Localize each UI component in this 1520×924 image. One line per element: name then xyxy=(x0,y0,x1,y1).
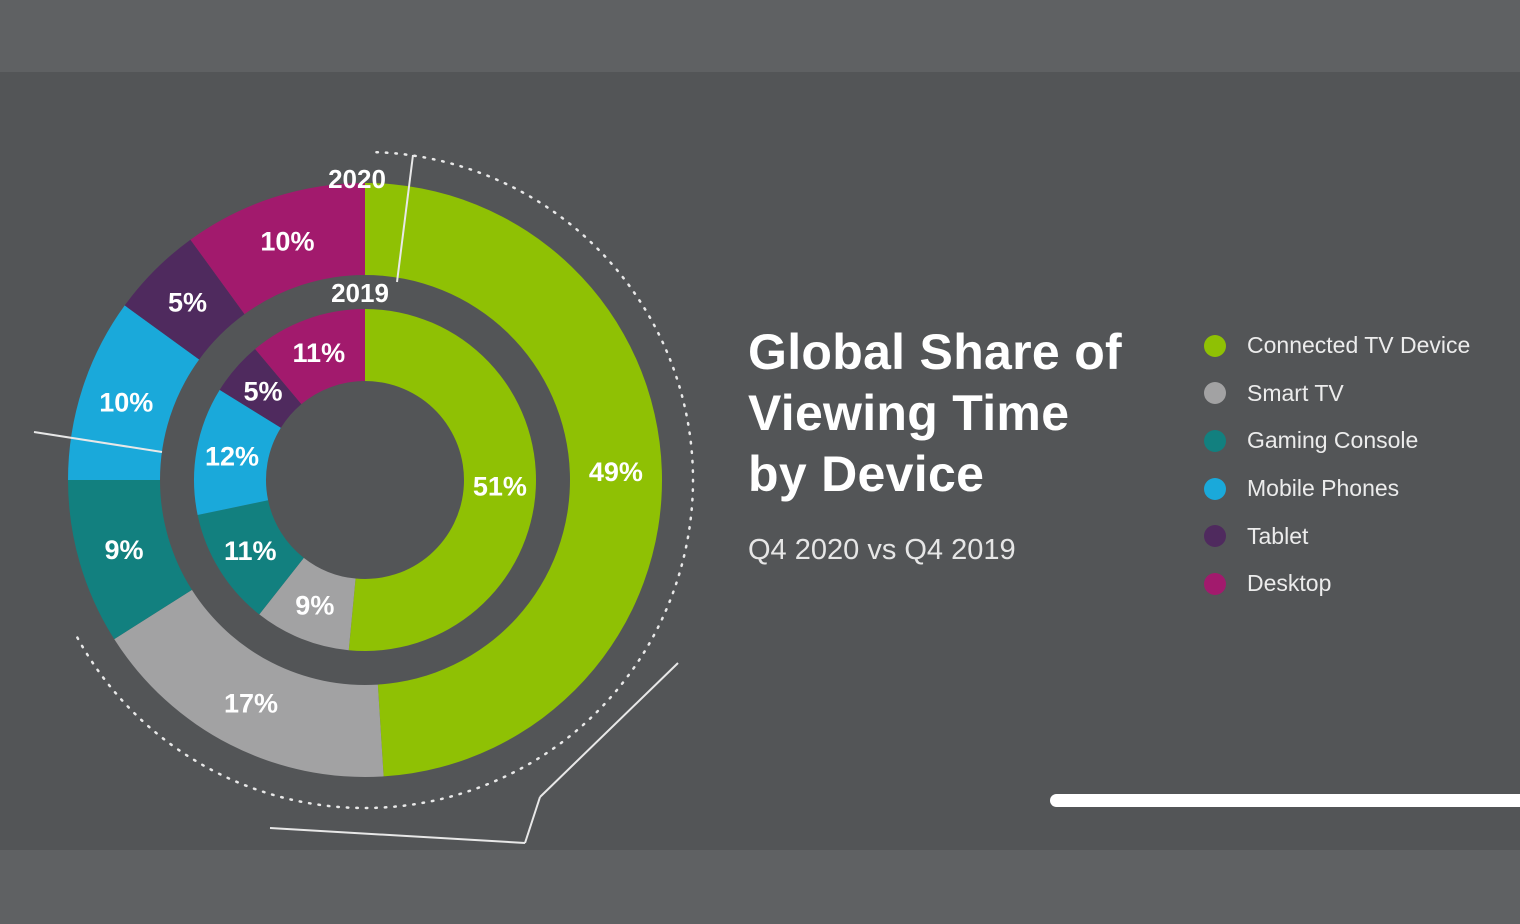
legend-item: Tablet xyxy=(1204,512,1470,560)
inner-segment-gaming-console xyxy=(197,500,304,615)
chart-title-line: Viewing Time xyxy=(748,385,1070,441)
outer-value-label: 10% xyxy=(260,226,314,256)
legend-swatch-icon xyxy=(1204,525,1226,548)
legend-item: Gaming Console xyxy=(1204,417,1470,465)
legend-label: Gaming Console xyxy=(1247,427,1419,454)
outer-value-label: 9% xyxy=(104,535,143,565)
outer-ring-2020 xyxy=(68,183,662,777)
outer-segment-gaming-console xyxy=(68,480,192,640)
decorative-line xyxy=(33,431,163,453)
legend: Connected TV Device Smart TV Gaming Cons… xyxy=(1204,322,1470,608)
inner-value-label: 5% xyxy=(243,377,282,407)
outer-value-label: 49% xyxy=(589,457,643,487)
legend-label: Connected TV Device xyxy=(1247,332,1471,359)
legend-swatch-icon xyxy=(1204,429,1226,452)
inner-segment-connected-tv-device xyxy=(348,309,536,651)
outer-segment-smart-tv xyxy=(114,589,384,777)
legend-label: Tablet xyxy=(1247,522,1309,549)
legend-item: Desktop xyxy=(1204,560,1470,608)
inner-segment-smart-tv xyxy=(259,557,356,651)
legend-swatch-icon xyxy=(1204,382,1226,405)
legend-item: Connected TV Device xyxy=(1204,322,1470,370)
decorative-outline xyxy=(33,150,695,844)
top-band xyxy=(0,0,1520,72)
legend-item: Smart TV xyxy=(1204,370,1470,418)
outer-ring-year-label: 2020 xyxy=(328,164,386,194)
inner-ring-2019 xyxy=(194,309,536,651)
outer-ring-labels: 49% 17% 9% 10% 5% 10% xyxy=(99,226,643,718)
legend-label: Desktop xyxy=(1247,570,1332,597)
legend-swatch-icon xyxy=(1204,572,1226,595)
outer-segment-mobile-phones xyxy=(68,305,200,480)
decorative-line xyxy=(524,796,541,844)
decorative-line xyxy=(396,154,414,283)
legend-item: Mobile Phones xyxy=(1204,465,1470,513)
inner-value-label: 51% xyxy=(473,471,527,501)
chart-subtitle: Q4 2020 vs Q4 2019 xyxy=(748,534,1016,566)
chart-title-line: Global Share of xyxy=(748,324,1123,380)
legend-swatch-icon xyxy=(1204,477,1226,500)
outer-segment-desktop xyxy=(190,183,365,315)
legend-label: Mobile Phones xyxy=(1247,475,1400,502)
decorative-line xyxy=(269,827,526,844)
legend-swatch-icon xyxy=(1204,334,1226,357)
outer-segment-connected-tv-device xyxy=(365,183,662,777)
inner-value-label: 9% xyxy=(295,590,334,620)
inner-value-label: 11% xyxy=(224,536,277,566)
video-progress-bar xyxy=(1050,794,1520,807)
inner-segment-desktop xyxy=(255,309,365,405)
outer-value-label: 17% xyxy=(224,689,278,719)
inner-ring-year-label: 2019 xyxy=(331,278,389,308)
inner-ring-labels: 51% 9% 11% 12% 5% 11% xyxy=(205,338,527,620)
decorative-line xyxy=(539,662,679,798)
chart-title: Global Share of Viewing Time by Device xyxy=(748,322,1188,505)
dotted-outline xyxy=(74,150,695,810)
outer-value-label: 5% xyxy=(168,288,207,318)
chart-title-line: by Device xyxy=(748,446,985,502)
inner-segment-tablet xyxy=(219,349,302,428)
outer-segment-tablet xyxy=(124,239,245,360)
bottom-band xyxy=(0,850,1520,924)
outer-value-label: 10% xyxy=(99,387,153,417)
legend-label: Smart TV xyxy=(1247,379,1344,406)
inner-segment-mobile-phones xyxy=(194,389,281,516)
inner-value-label: 11% xyxy=(293,338,346,368)
inner-value-label: 12% xyxy=(205,442,259,472)
